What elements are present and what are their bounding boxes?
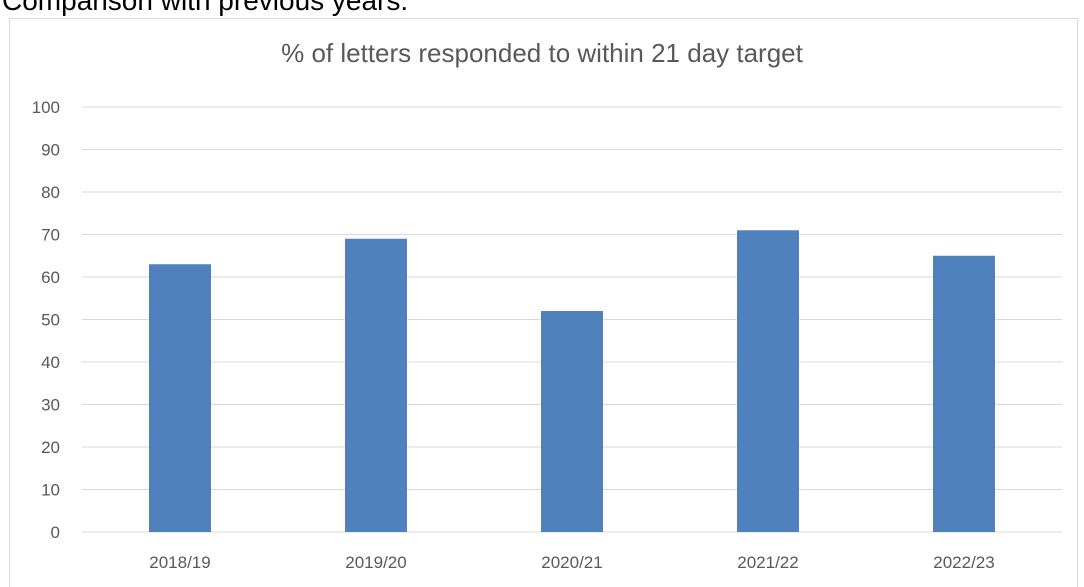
bar [345,238,407,532]
y-tick-label: 40 [41,353,60,372]
x-tick-label: 2019/20 [345,553,406,572]
x-tick-label: 2018/19 [149,553,210,572]
y-tick-label: 60 [41,268,60,287]
bar [149,264,211,532]
y-tick-label: 100 [32,98,60,117]
bar [933,255,995,532]
heading: Comparison with previous years: [2,0,408,16]
y-tick-label: 90 [41,141,60,160]
x-tick-label: 2021/22 [737,553,798,572]
bar [541,311,603,532]
y-tick-label: 0 [51,523,60,542]
y-tick-label: 50 [41,311,60,330]
x-tick-label: 2020/21 [541,553,602,572]
chart-title: % of letters responded to within 21 day … [281,38,804,68]
y-tick-label: 30 [41,396,60,415]
y-tick-label: 20 [41,438,60,457]
y-tick-label: 80 [41,183,60,202]
y-tick-label: 70 [41,226,60,245]
bar [737,230,799,532]
y-tick-label: 10 [41,481,60,500]
x-tick-label: 2022/23 [933,553,994,572]
